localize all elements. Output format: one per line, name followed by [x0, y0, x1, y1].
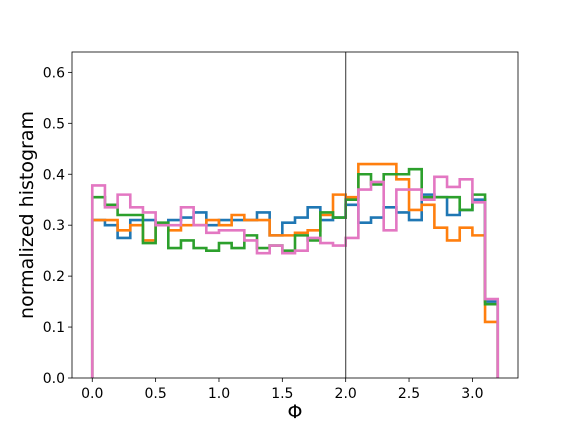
x-tick-label: 1.5: [271, 386, 293, 402]
x-axis-ticks: 0.0 0.5 1.0 1.5 2.0 2.5 3.0: [81, 378, 484, 402]
y-tick-label: 0.4: [43, 167, 65, 183]
y-axis-label: normalized histogram: [16, 111, 38, 319]
series-layer: [90, 162, 500, 378]
x-tick-label: 0.0: [81, 386, 103, 402]
y-tick-label: 0.3: [43, 218, 65, 234]
x-tick-label: 0.5: [144, 386, 166, 402]
x-tick-label: 2.5: [398, 386, 420, 402]
x-tick-label: 2.0: [335, 386, 357, 402]
plot-frame: [71, 51, 519, 379]
x-tick-label: 3.0: [461, 386, 483, 402]
x-axis-label: Φ: [288, 401, 303, 423]
histogram-series-1: [90, 193, 500, 378]
histogram-series-4: [90, 175, 500, 378]
y-tick-label: 0.6: [43, 65, 65, 81]
x-tick-label: 1.0: [208, 386, 230, 402]
histogram-series-3: [90, 167, 500, 378]
y-tick-label: 0.1: [43, 320, 65, 336]
y-tick-label: 0.2: [43, 269, 65, 285]
y-tick-label: 0.5: [43, 116, 65, 132]
y-axis-ticks: 0.0 0.1 0.2 0.3 0.4 0.5 0.6: [43, 65, 72, 387]
y-tick-label: 0.0: [43, 371, 65, 387]
